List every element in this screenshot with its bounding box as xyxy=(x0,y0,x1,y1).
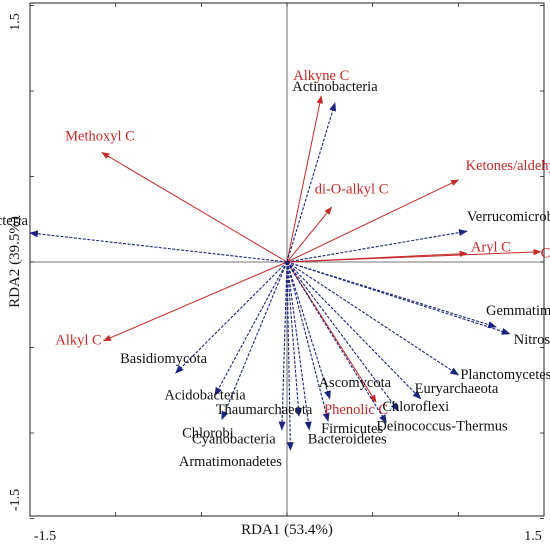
phylum-label-planctomycetes: Planctomycetes xyxy=(460,367,550,383)
phylum-vector-euryarchaeota xyxy=(286,261,422,400)
phylum-vector-firmicutes xyxy=(286,261,330,422)
env-label-alkyne-c: Alkyne C xyxy=(293,68,349,84)
phylum-vector-bacteroidetes xyxy=(286,261,312,431)
x-tick-label-min: -1.5 xyxy=(34,529,56,544)
env-vector-alkyl-c xyxy=(102,261,288,342)
phylum-vector-ascomycota xyxy=(286,261,331,400)
env-vector-di-o-alkyl-c xyxy=(286,206,333,263)
env-label-aryl-c: Aryl C xyxy=(471,239,511,255)
phylum-label-armatimonadetes: Armatimonadetes xyxy=(179,454,282,470)
phylum-vector-planctomycetes xyxy=(286,261,460,376)
phylum-label-basidiomycota: Basidiomycota xyxy=(120,351,208,367)
env-vector-ketones-aldehydes xyxy=(286,179,460,263)
phylum-vector-proteobacteria xyxy=(29,230,288,263)
env-label-ketones-aldehydes: Ketones/aldehydes xyxy=(466,158,550,174)
phylum-vector-verrucomicrobia xyxy=(286,229,468,263)
phylum-label-acidobacteria: Acidobacteria xyxy=(164,387,246,403)
env-label-phenolic-c: Phenolic C xyxy=(324,402,388,418)
x-tick-label-max: 1.5 xyxy=(524,529,542,544)
phylum-label-cyanobacteria: Cyanobacteria xyxy=(192,432,276,448)
env-vector-coo-nc-o xyxy=(286,248,542,263)
phylum-vector-deinococcus-thermus xyxy=(286,261,387,424)
phylum-vector-nitrospirae xyxy=(286,261,511,335)
y-tick-label-min: -1.5 xyxy=(8,489,23,511)
phylum-label-firmicutes: Firmicutes xyxy=(321,421,383,437)
phylum-label-euryarchaeota: Euryarchaeota xyxy=(415,381,499,397)
env-label-alkyl-c: Alkyl C xyxy=(55,333,101,349)
phylum-label-chlorobi: Chlorobi xyxy=(182,425,234,441)
env-label-di-o-alkyl-c: di-O-alkyl C xyxy=(315,181,389,197)
phylum-label-verrucomicrobia: Verrucomicrobia xyxy=(467,209,550,225)
phylum-vector-acidobacteria xyxy=(214,261,288,397)
env-vector-alkyne-c xyxy=(286,95,323,263)
phylum-label-gemmatimonadetes: Gemmatimonadetes xyxy=(486,303,550,319)
vectors-group xyxy=(29,95,542,451)
y-tick-label-max: 1.5 xyxy=(8,13,23,31)
phylum-label-deinococcus-thermus: Deinococcus-Thermus xyxy=(376,419,508,435)
x-axis-label: RDA1 (53.4%) xyxy=(241,522,333,538)
env-vector-methoxyl-c xyxy=(101,152,288,263)
phylum-vector-actinobacteria xyxy=(286,102,337,263)
phylum-label-chloroflexi: Chloroflexi xyxy=(382,399,449,415)
phylum-vector-cyanobacteria xyxy=(278,261,288,431)
phylum-vector-chlorobi xyxy=(221,261,288,421)
phylum-vector-chloroflexi xyxy=(286,261,399,412)
phylum-vector-thaumarchaeota xyxy=(286,261,302,417)
phylum-label-bacteroidetes: Bacteroidetes xyxy=(308,432,387,448)
phylum-vector-basidiomycota xyxy=(175,261,288,374)
phylum-label-thaumarchaeota: Thaumarchaeota xyxy=(216,402,313,418)
phylum-label-nitrospirae: Nitrospirae xyxy=(514,332,550,348)
labels-group: Alkyne C Methoxyl C Ketones/aldehydes di-O-… xyxy=(0,68,550,470)
phylum-label-ascomycota: Ascomycota xyxy=(319,375,392,391)
phylum-label-actinobacteria: Actinobacteria xyxy=(292,79,378,95)
env-label-coo-nc-o: COO/NC=O xyxy=(541,246,550,262)
phylum-label-proteobacteria: Proteobacteria xyxy=(0,213,29,229)
y-axis-label: RDA2 (39.5%) xyxy=(7,216,23,308)
env-label-methoxyl-c: Methoxyl C xyxy=(65,129,135,145)
axis-ticks xyxy=(29,3,545,519)
